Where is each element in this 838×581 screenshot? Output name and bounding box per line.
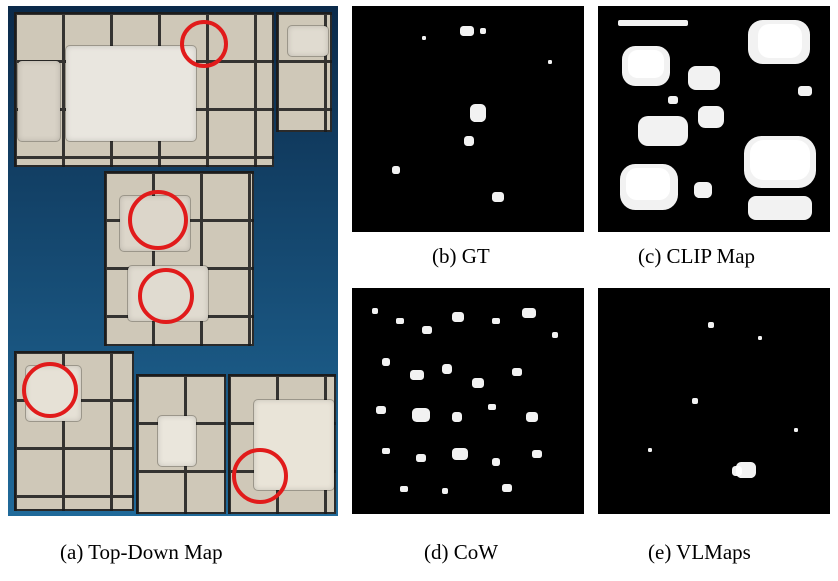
map-activation-speck bbox=[452, 312, 464, 322]
target-circle-mark bbox=[138, 268, 194, 324]
map-activation-speck bbox=[410, 370, 424, 380]
map-activation-speck bbox=[422, 36, 426, 40]
map-activation-speck bbox=[442, 364, 452, 374]
map-activation-speck bbox=[794, 428, 798, 432]
vlmaps-map-image bbox=[598, 288, 830, 514]
map-activation-speck bbox=[638, 116, 688, 146]
map-activation-speck bbox=[626, 168, 670, 200]
map-activation-speck bbox=[422, 326, 432, 334]
map-activation-speck bbox=[532, 450, 542, 458]
map-activation-speck bbox=[552, 332, 558, 338]
caption-d: (d) CoW bbox=[424, 540, 498, 565]
map-activation-speck bbox=[688, 66, 720, 90]
caption-c: (c) CLIP Map bbox=[638, 244, 755, 269]
panel-c bbox=[598, 6, 830, 232]
furniture-shape bbox=[288, 26, 328, 56]
map-activation-speck bbox=[618, 20, 688, 26]
map-activation-speck bbox=[668, 96, 678, 104]
map-activation-speck bbox=[708, 322, 714, 328]
map-activation-speck bbox=[372, 308, 378, 314]
topdown-map-image bbox=[8, 6, 338, 516]
map-activation-speck bbox=[400, 486, 408, 492]
gt-map-image bbox=[352, 6, 584, 232]
map-activation-speck bbox=[758, 24, 802, 58]
map-activation-speck bbox=[472, 378, 484, 388]
map-activation-speck bbox=[502, 484, 512, 492]
map-activation-speck bbox=[492, 192, 504, 202]
map-activation-speck bbox=[480, 28, 486, 34]
target-circle-mark bbox=[180, 20, 228, 68]
panel-a bbox=[8, 6, 338, 516]
clip-map-image bbox=[598, 6, 830, 232]
caption-a: (a) Top-Down Map bbox=[60, 540, 223, 565]
map-activation-speck bbox=[512, 368, 522, 376]
map-activation-speck bbox=[464, 136, 474, 146]
map-activation-speck bbox=[382, 358, 390, 366]
map-activation-speck bbox=[452, 412, 462, 422]
panel-e bbox=[598, 288, 830, 514]
map-activation-speck bbox=[648, 448, 652, 452]
map-activation-speck bbox=[442, 488, 448, 494]
map-activation-speck bbox=[470, 104, 486, 122]
map-activation-speck bbox=[460, 26, 474, 36]
map-activation-speck bbox=[526, 412, 538, 422]
map-activation-speck bbox=[396, 318, 404, 324]
map-activation-speck bbox=[492, 458, 500, 466]
map-activation-speck bbox=[488, 404, 496, 410]
target-circle-mark bbox=[128, 190, 188, 250]
figure: (a) Top-Down Map (b) GT (c) CLIP Map (d)… bbox=[0, 0, 838, 581]
map-activation-speck bbox=[548, 60, 552, 64]
map-activation-speck bbox=[492, 318, 500, 324]
cow-map-image bbox=[352, 288, 584, 514]
furniture-shape bbox=[66, 46, 196, 141]
target-circle-mark bbox=[232, 448, 288, 504]
furniture-shape bbox=[158, 416, 196, 466]
caption-e: (e) VLMaps bbox=[648, 540, 751, 565]
panel-d bbox=[352, 288, 584, 514]
map-activation-speck bbox=[416, 454, 426, 462]
map-activation-speck bbox=[412, 408, 430, 422]
map-activation-speck bbox=[798, 86, 812, 96]
map-activation-speck bbox=[694, 182, 712, 198]
caption-b: (b) GT bbox=[432, 244, 490, 269]
map-activation-speck bbox=[522, 308, 536, 318]
map-activation-speck bbox=[750, 140, 810, 180]
map-activation-speck bbox=[758, 336, 762, 340]
map-activation-speck bbox=[376, 406, 386, 414]
map-activation-speck bbox=[382, 448, 390, 454]
map-activation-speck bbox=[692, 398, 698, 404]
furniture-shape bbox=[18, 61, 60, 141]
map-activation-speck bbox=[748, 196, 812, 220]
map-activation-speck bbox=[732, 466, 742, 476]
target-circle-mark bbox=[22, 362, 78, 418]
map-activation-speck bbox=[452, 448, 468, 460]
map-activation-speck bbox=[392, 166, 400, 174]
map-activation-speck bbox=[628, 50, 664, 78]
map-activation-speck bbox=[698, 106, 724, 128]
panel-b bbox=[352, 6, 584, 232]
